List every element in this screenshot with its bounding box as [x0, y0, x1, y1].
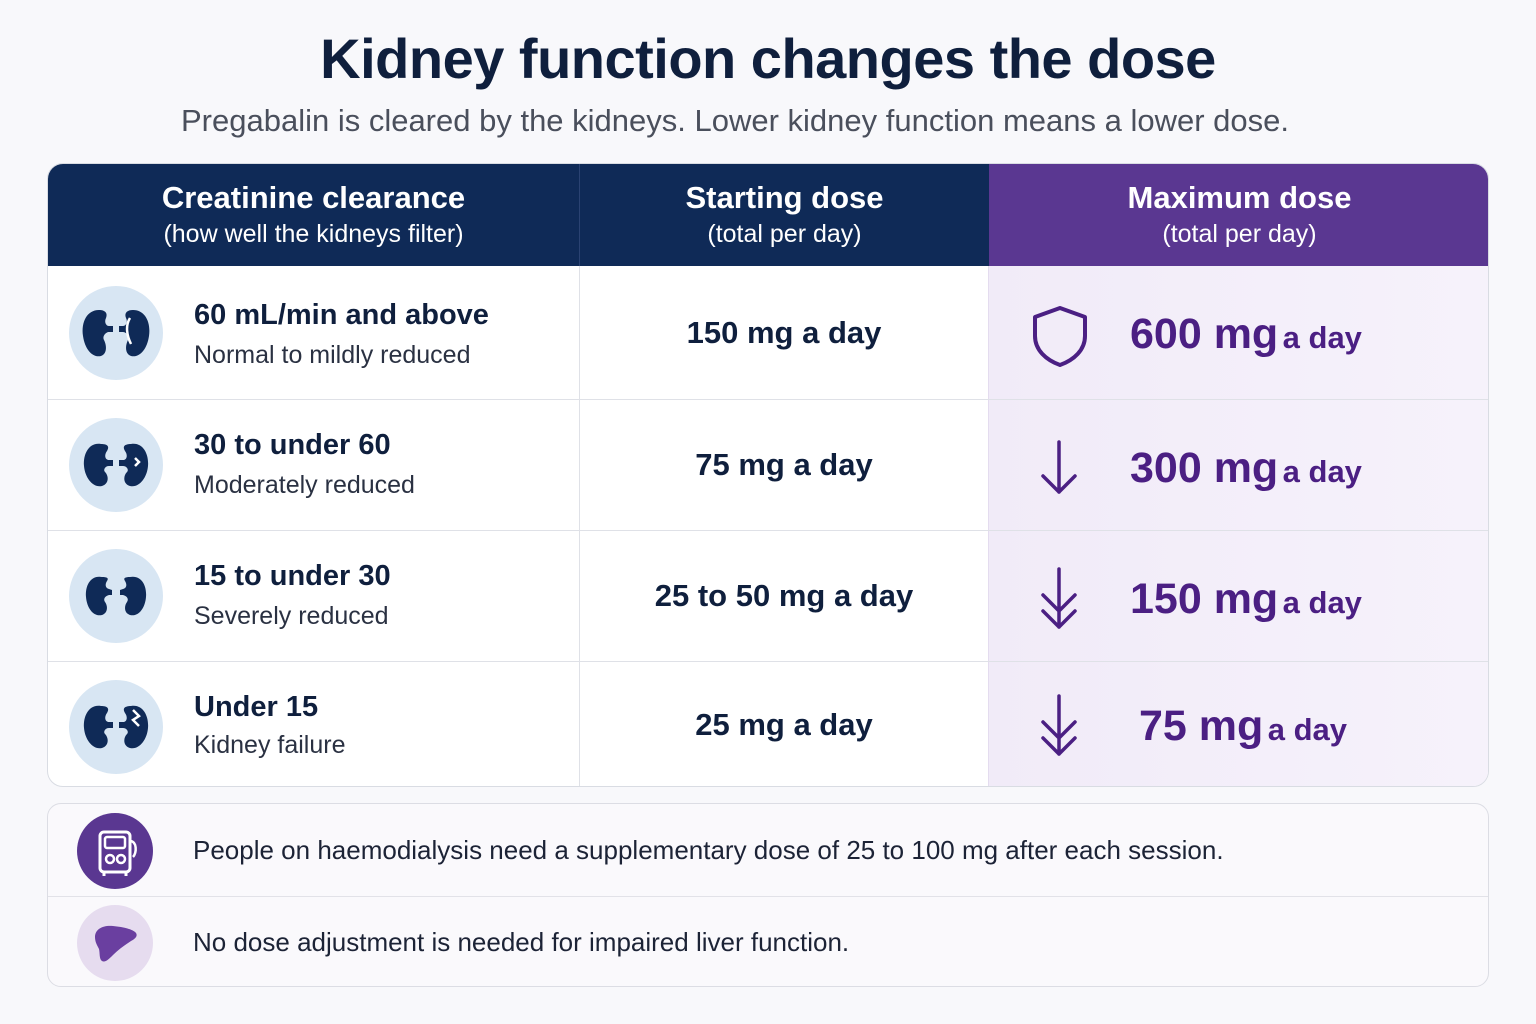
clearance-description: Normal to mildly reduced	[194, 341, 471, 369]
maximum-dose-value: 300 mg a day	[1130, 444, 1362, 493]
maximum-dose-value: 75 mg a day	[1139, 702, 1347, 751]
header-maximum-dose: Maximum dose (total per day)	[989, 164, 1488, 266]
note-liver: No dose adjustment is needed for impaire…	[48, 896, 1488, 986]
clearance-range: Under 15	[194, 691, 319, 723]
maximum-dose-value: 600 mg a day	[1130, 310, 1362, 359]
header-creatinine-clearance: Creatinine clearance (how well the kidne…	[48, 164, 580, 266]
max-dose-amount: 75 mg	[1139, 702, 1264, 750]
table-header: Creatinine clearance (how well the kidne…	[48, 164, 1488, 266]
table-row: 60 mL/min and above Normal to mildly red…	[48, 266, 1488, 399]
table-row: 15 to under 30 Severely reduced 25 to 50…	[48, 530, 1488, 661]
header-subtitle: (total per day)	[1162, 220, 1317, 248]
dose-table: Creatinine clearance (how well the kidne…	[47, 163, 1489, 787]
clearance-cell: Under 15 Kidney failure	[48, 662, 580, 786]
max-dose-amount: 300 mg	[1130, 444, 1279, 492]
max-dose-unit: a day	[1282, 454, 1362, 489]
starting-dose-cell: 25 to 50 mg a day	[580, 531, 989, 661]
maximum-dose-cell: 300 mg a day	[989, 400, 1488, 530]
header-subtitle: (total per day)	[707, 220, 862, 248]
note-haemodialysis: People on haemodialysis need a supplemen…	[48, 804, 1488, 896]
double-arrow-down-icon	[1037, 565, 1081, 638]
clearance-description: Severely reduced	[194, 602, 389, 630]
maximum-dose-cell: 150 mg a day	[989, 531, 1488, 661]
clearance-range: 60 mL/min and above	[194, 299, 489, 331]
kidneys-icon	[69, 286, 163, 380]
header-title: Starting dose	[685, 180, 884, 215]
maximum-dose-cell: 600 mg a day	[989, 266, 1488, 399]
maximum-dose-cell: 75 mg a day	[989, 662, 1488, 786]
clearance-description: Moderately reduced	[194, 471, 415, 499]
clearance-description: Kidney failure	[194, 731, 346, 759]
note-text: People on haemodialysis need a supplemen…	[193, 835, 1224, 865]
starting-dose-cell: 150 mg a day	[580, 266, 989, 399]
notes-panel: People on haemodialysis need a supplemen…	[47, 803, 1489, 987]
max-dose-unit: a day	[1282, 320, 1362, 355]
kidneys-icon	[69, 549, 163, 643]
dialysis-machine-icon	[77, 813, 153, 889]
double-arrow-down-icon	[1037, 692, 1081, 765]
arrow-down-icon	[1037, 438, 1081, 503]
clearance-cell: 30 to under 60 Moderately reduced	[48, 400, 580, 530]
max-dose-amount: 150 mg	[1130, 575, 1279, 623]
maximum-dose-value: 150 mg a day	[1130, 575, 1362, 624]
shield-icon	[1029, 304, 1091, 373]
page-subtitle: Pregabalin is cleared by the kidneys. Lo…	[180, 103, 1289, 138]
note-text: No dose adjustment is needed for impaire…	[193, 927, 850, 957]
kidneys-icon	[69, 418, 163, 512]
header-title: Creatinine clearance	[161, 180, 466, 215]
max-dose-unit: a day	[1267, 712, 1348, 747]
table-row: 30 to under 60 Moderately reduced 75 mg …	[48, 399, 1488, 530]
kidneys-icon	[69, 680, 163, 774]
clearance-range: 30 to under 60	[194, 429, 391, 461]
clearance-range: 15 to under 30	[194, 560, 391, 592]
header-title: Maximum dose	[1127, 180, 1352, 215]
max-dose-unit: a day	[1282, 585, 1362, 620]
starting-dose-cell: 25 mg a day	[580, 662, 989, 786]
clearance-cell: 60 mL/min and above Normal to mildly red…	[48, 266, 580, 399]
table-row: Under 15 Kidney failure 25 mg a day 75 m…	[48, 661, 1488, 786]
liver-icon	[77, 905, 153, 981]
clearance-cell: 15 to under 30 Severely reduced	[48, 531, 580, 661]
header-starting-dose: Starting dose (total per day)	[580, 164, 989, 266]
page-title: Kidney function changes the dose	[320, 27, 1216, 90]
header-subtitle: (how well the kidneys filter)	[163, 220, 464, 248]
max-dose-amount: 600 mg	[1130, 310, 1279, 358]
starting-dose-cell: 75 mg a day	[580, 400, 989, 530]
